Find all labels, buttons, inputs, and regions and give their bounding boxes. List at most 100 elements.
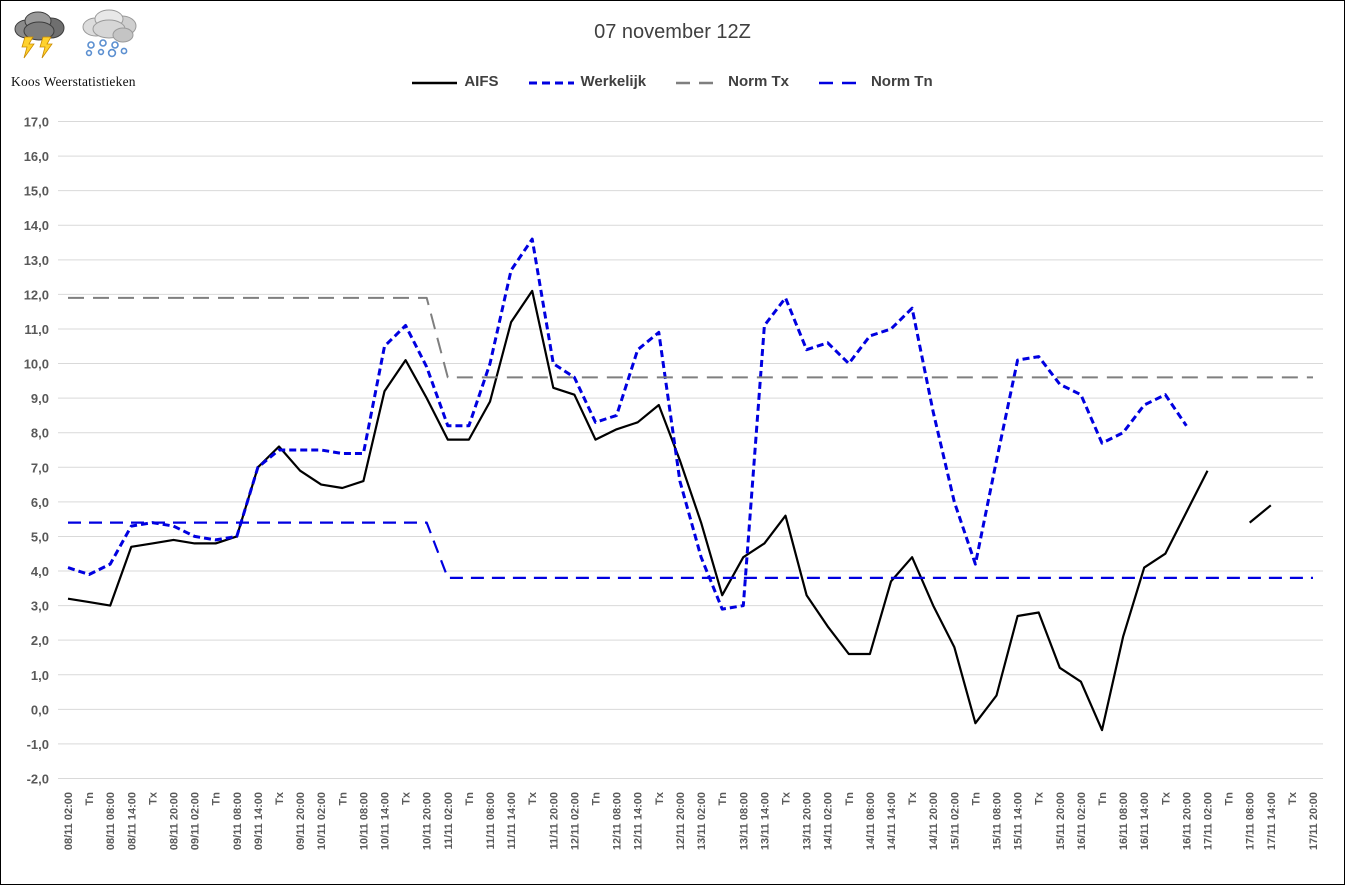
- x-axis-tick-label: 15/11 08:00: [991, 792, 1003, 850]
- legend-item-norm-tx: Norm Tx: [676, 73, 789, 90]
- x-axis-tick-label: Tx: [1034, 791, 1046, 805]
- x-axis-tick-label: Tx: [907, 791, 919, 805]
- chart-legend: AIFS Werkelijk Norm Tx Norm Tn: [1, 73, 1344, 90]
- y-axis-tick-label: -2,0: [27, 772, 49, 787]
- x-axis-tick-label: Tn: [1097, 792, 1109, 806]
- x-axis-tick-label: Tx: [1160, 791, 1172, 805]
- x-axis-tick-label: Tn: [211, 792, 223, 806]
- x-axis-tick-label: 09/11 20:00: [295, 792, 307, 850]
- x-axis-tick-label: 13/11 20:00: [802, 792, 814, 850]
- x-axis-tick-label: Tn: [591, 792, 603, 806]
- series-norm-tn-line: [68, 521, 1313, 579]
- legend-item-werkelijk: Werkelijk: [528, 73, 647, 90]
- y-axis-tick-label: 17,0: [24, 115, 49, 130]
- x-axis-tick-label: 09/11 02:00: [190, 792, 202, 850]
- x-axis-tick-label: 10/11 08:00: [358, 792, 370, 850]
- x-axis-tick-label: 13/11 08:00: [738, 792, 750, 850]
- x-axis-tick-label: 13/11 02:00: [696, 792, 708, 850]
- series-werkelijk-line: [67, 237, 1188, 611]
- x-axis-tick-label: 17/11 02:00: [1202, 792, 1214, 850]
- x-axis-tick-label: 14/11 14:00: [886, 792, 898, 850]
- x-axis-tick-label: Tx: [401, 791, 413, 805]
- y-axis-tick-label: -1,0: [27, 737, 49, 752]
- x-axis-tick-label: 08/11 02:00: [63, 792, 75, 850]
- x-axis-tick-label: 16/11 20:00: [1181, 792, 1193, 850]
- y-axis-tick-label: 10,0: [24, 357, 49, 372]
- x-axis-tick-label: 14/11 02:00: [823, 792, 835, 850]
- snow-shower-cloud-icon: [79, 7, 141, 64]
- x-axis-tick-label: 14/11 08:00: [865, 792, 877, 850]
- x-axis-tick-label: 11/11 14:00: [506, 792, 518, 850]
- x-axis-tick-label: 11/11 20:00: [548, 792, 560, 850]
- x-axis-tick-label: Tx: [1287, 791, 1299, 805]
- x-axis-tick-label: 16/11 02:00: [1076, 792, 1088, 850]
- x-axis-tick-label: Tn: [84, 792, 96, 806]
- y-axis-tick-label: 16,0: [24, 149, 49, 164]
- y-axis-tick-label: 3,0: [31, 599, 49, 614]
- chart-title: 07 november 12Z: [594, 21, 751, 43]
- legend-label: Norm Tn: [870, 73, 933, 90]
- legend-item-norm-tn: Norm Tn: [818, 73, 933, 90]
- y-axis-tick-label: 12,0: [24, 287, 49, 302]
- x-axis-tick-label: 13/11 14:00: [759, 792, 771, 850]
- y-axis-tick-label: 6,0: [31, 495, 49, 510]
- x-axis-tick-label: 15/11 14:00: [1013, 792, 1025, 850]
- y-axis-tick-label: 0,0: [31, 702, 49, 717]
- x-axis-tick-label: 08/11 20:00: [169, 792, 181, 850]
- x-axis-tick-label: 12/11 08:00: [612, 792, 624, 850]
- x-axis-tick-label: Tx: [527, 791, 539, 805]
- x-axis-tick-label: 16/11 14:00: [1139, 792, 1151, 850]
- x-axis-tick-label: 08/11 08:00: [105, 792, 117, 850]
- y-axis-tick-label: 5,0: [31, 529, 49, 544]
- legend-line-swatch: [818, 80, 864, 84]
- logo: Koos Weerstatistieken: [11, 7, 201, 90]
- x-axis-tick-label: Tx: [654, 791, 666, 805]
- legend-item-aifs: AIFS: [412, 73, 499, 90]
- y-axis-tick-label: 2,0: [31, 633, 49, 648]
- x-axis-tick-label: 15/11 02:00: [949, 792, 961, 850]
- x-axis-tick-label: Tn: [844, 792, 856, 806]
- y-axis-tick-label: 8,0: [31, 426, 49, 441]
- y-axis-tick-label: 7,0: [31, 460, 49, 475]
- x-axis-tick-label: 10/11 02:00: [316, 792, 328, 850]
- x-axis-tick-label: Tx: [274, 791, 286, 805]
- y-axis-tick-label: 15,0: [24, 184, 49, 199]
- x-axis-tick-label: Tn: [970, 792, 982, 806]
- x-axis-tick-label: 17/11 08:00: [1245, 792, 1257, 850]
- x-axis-tick-label: Tn: [464, 792, 476, 806]
- x-axis-tick-label: Tx: [780, 791, 792, 805]
- x-axis-tick-label: 12/11 02:00: [569, 792, 581, 850]
- x-axis-tick-label: 15/11 20:00: [1055, 792, 1067, 850]
- x-axis-tick-label: 12/11 14:00: [633, 792, 645, 850]
- series-norm-tx-line: [68, 296, 1313, 379]
- x-axis-tick-label: 14/11 20:00: [928, 792, 940, 850]
- x-axis-tick-label: 11/11 02:00: [443, 792, 455, 850]
- y-axis-tick-label: 14,0: [24, 218, 49, 233]
- legend-label: AIFS: [464, 73, 499, 90]
- x-axis-tick-label: 10/11 14:00: [380, 792, 392, 850]
- y-axis-tick-label: 9,0: [31, 391, 49, 406]
- x-axis-tick-label: 17/11 20:00: [1308, 792, 1320, 850]
- x-axis-tick-label: Tx: [147, 791, 159, 805]
- legend-line-swatch: [412, 80, 458, 84]
- thunderstorm-cloud-icon: [11, 7, 69, 64]
- x-axis-tick-label: 16/11 08:00: [1118, 792, 1130, 850]
- y-axis-tick-label: 1,0: [31, 668, 49, 683]
- x-axis-tick-label: Tn: [337, 792, 349, 806]
- x-axis-tick-label: 17/11 14:00: [1266, 792, 1278, 850]
- x-axis-tick-label: 09/11 08:00: [232, 792, 244, 850]
- legend-label: Norm Tx: [728, 73, 789, 90]
- y-axis-tick-label: 11,0: [24, 322, 49, 337]
- legend-line-swatch: [528, 80, 574, 84]
- x-axis-tick-label: Tn: [717, 792, 729, 806]
- x-axis-tick-label: 10/11 20:00: [422, 792, 434, 850]
- brand-name: Koos Weerstatistieken: [11, 74, 136, 89]
- legend-label: Werkelijk: [580, 73, 647, 90]
- series-aifs-line: [67, 289, 1272, 732]
- x-axis-tick-label: 08/11 14:00: [126, 792, 138, 850]
- legend-line-swatch: [676, 80, 722, 84]
- y-axis-tick-label: 13,0: [24, 253, 49, 268]
- y-axis-tick-label: 4,0: [31, 564, 49, 579]
- x-axis-tick-label: 12/11 20:00: [675, 792, 687, 850]
